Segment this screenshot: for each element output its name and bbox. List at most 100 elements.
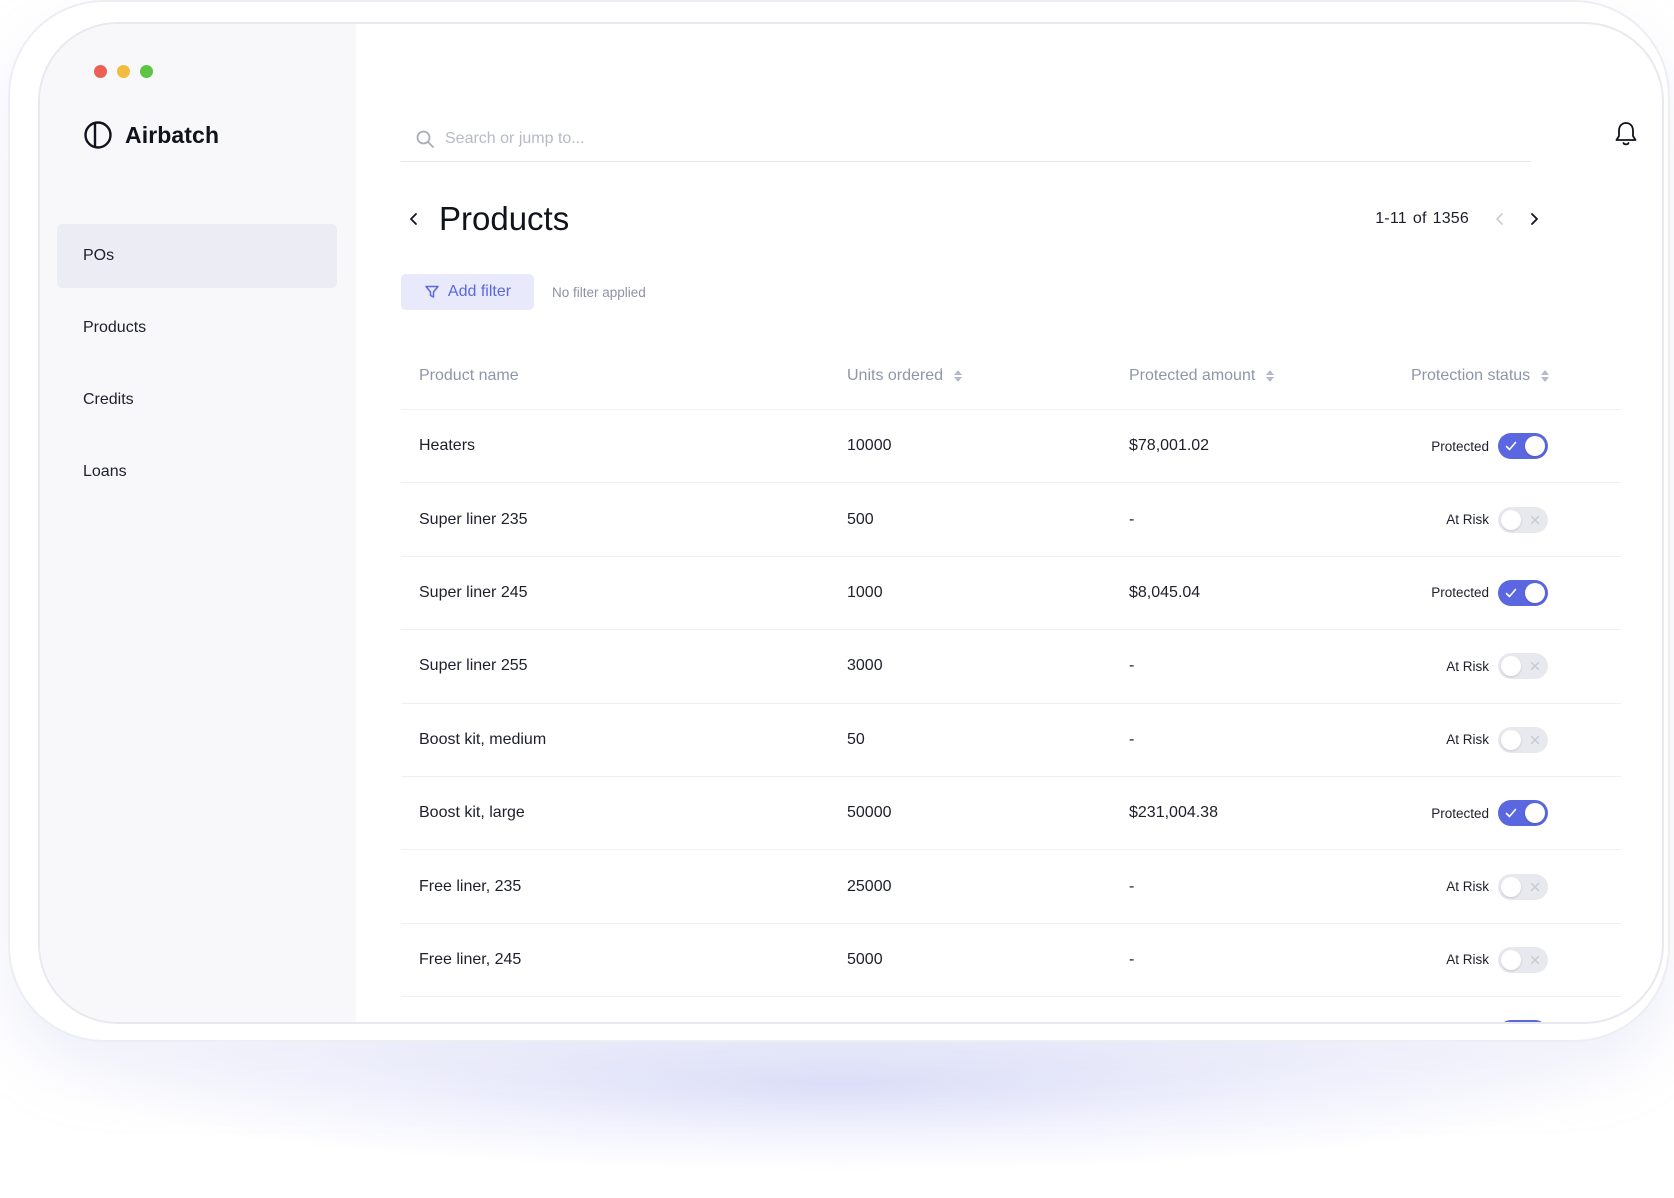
sidebar-item-credits[interactable]: Credits <box>83 391 134 408</box>
next-page-chevron-icon[interactable] <box>1527 212 1541 226</box>
table-row[interactable]: Free liner, 235 25000 - At Risk <box>401 850 1621 924</box>
table-header: Product name Units ordered Protected amo… <box>401 342 1621 410</box>
units-ordered-cell: 50 <box>847 730 865 748</box>
main-content: Products 1-11 of 1356 <box>356 24 1662 1022</box>
maximize-window-button[interactable] <box>140 65 153 78</box>
protected-amount-cell: $78,001.02 <box>1129 437 1210 455</box>
sidebar-item-pos[interactable]: POs <box>57 224 337 288</box>
product-name-cell: Boost kit, medium <box>419 730 547 748</box>
protected-amount-cell: - <box>1129 877 1135 895</box>
table-row[interactable]: Free liner, 245 5000 - At Risk <box>401 924 1621 998</box>
sort-icon <box>1541 369 1550 382</box>
status-label: At Risk <box>1446 732 1489 748</box>
search-input[interactable] <box>445 129 1345 148</box>
protection-toggle[interactable] <box>1498 946 1548 973</box>
filter-bar: Add filter No filter applied <box>401 274 646 310</box>
units-ordered-cell: 50000 <box>847 804 892 822</box>
protection-toggle[interactable] <box>1498 873 1548 900</box>
toggle-knob <box>1501 509 1521 530</box>
toggle-knob <box>1501 876 1521 897</box>
units-ordered-cell: 1000 <box>847 583 883 601</box>
table-row[interactable]: Boost kit, medium 50 - At Risk <box>401 704 1621 777</box>
close-icon <box>1530 662 1540 671</box>
window-controls <box>94 65 153 78</box>
protection-toggle[interactable] <box>1498 506 1548 533</box>
protection-toggle[interactable] <box>1498 726 1548 753</box>
protection-status-cell: Protected <box>1411 579 1621 606</box>
protection-toggle[interactable] <box>1498 653 1548 680</box>
add-filter-label: Add filter <box>447 283 512 300</box>
table-row[interactable]: Heaters 10000 $78,001.02 Protected <box>401 410 1621 484</box>
close-window-button[interactable] <box>94 65 107 78</box>
status-label: At Risk <box>1446 512 1489 528</box>
protected-amount-cell: - <box>1129 510 1135 528</box>
page-header: Products 1-11 of 1356 <box>401 196 1541 244</box>
sidebar-item-loans[interactable]: Loans <box>83 463 127 480</box>
previous-page-chevron-icon[interactable] <box>1493 212 1507 226</box>
toggle-knob <box>1501 949 1521 970</box>
status-label: Protected <box>1431 438 1489 454</box>
column-header-label: Protected amount <box>1129 366 1256 384</box>
protection-status-cell: At Risk <box>1411 873 1621 900</box>
table-row[interactable]: Boost kit, large 50000 $231,004.38 Protecte… <box>401 777 1621 851</box>
toggle-knob <box>1501 729 1521 750</box>
column-header-protected-amount[interactable]: Protected amount <box>1129 367 1411 385</box>
minimize-window-button[interactable] <box>117 65 130 78</box>
close-icon <box>1530 955 1540 965</box>
filter-funnel-icon <box>425 285 439 298</box>
close-icon <box>1530 515 1540 524</box>
toggle-knob <box>1525 803 1545 824</box>
column-header-label: Product name <box>419 366 519 384</box>
pagination-of-label: of <box>1412 210 1427 227</box>
check-icon <box>1505 441 1517 451</box>
column-header-product-name[interactable]: Product name <box>401 367 847 385</box>
filter-status-text: No filter applied <box>552 284 646 300</box>
search-icon <box>416 130 434 148</box>
bell-icon[interactable] <box>1613 120 1639 148</box>
app-window: Airbatch POs Products Credits Loans <box>38 22 1664 1024</box>
product-name-cell: Super liner 235 <box>419 510 528 528</box>
protection-status-cell: At Risk <box>1411 653 1621 680</box>
units-ordered-cell: 5000 <box>847 950 883 968</box>
sidebar-item-products[interactable]: Products <box>83 319 147 336</box>
table-row[interactable]: Super liner 255 3000 - At Risk <box>401 630 1621 704</box>
protection-status-cell: At Risk <box>1411 506 1621 533</box>
protection-toggle[interactable] <box>1498 433 1548 460</box>
protection-status-cell: Protected <box>1411 800 1621 827</box>
units-ordered-cell: 3000 <box>847 657 883 675</box>
protected-amount-cell: $231,004.38 <box>1129 804 1218 822</box>
brand-name: Airbatch <box>125 121 220 148</box>
product-name-cell: Super liner 245 <box>419 583 528 601</box>
table-row[interactable]: Free liner, 255120$1,405.68Protected <box>401 997 1621 1022</box>
search-bar <box>401 116 1531 162</box>
protection-status-cell: At Risk <box>1411 946 1621 973</box>
protection-status-cell: Protected <box>1411 433 1621 460</box>
table-row[interactable]: Super liner 235 500 - At Risk <box>401 483 1621 557</box>
protection-status-cell: Protected <box>1411 1020 1621 1022</box>
add-filter-button[interactable]: Add filter <box>401 274 534 310</box>
column-header-protection-status[interactable]: Protection status <box>1411 367 1621 385</box>
column-header-label: Units ordered <box>847 366 944 384</box>
protection-toggle[interactable] <box>1498 579 1548 606</box>
chevron-left-icon[interactable] <box>407 212 421 226</box>
protected-amount-cell: - <box>1129 730 1135 748</box>
product-name-cell: Free liner, 245 <box>419 950 522 968</box>
sort-icon <box>954 369 963 382</box>
half-circle-logo-icon <box>84 121 112 149</box>
protection-toggle[interactable] <box>1498 800 1548 827</box>
toggle-knob <box>1501 656 1521 677</box>
check-icon <box>1505 588 1517 598</box>
sidebar: Airbatch POs Products Credits Loans <box>40 24 356 1022</box>
column-header-units-ordered[interactable]: Units ordered <box>847 367 1129 385</box>
table-row[interactable]: Super liner 245 1000 $8,045.04 Protected <box>401 557 1621 631</box>
page-title: Products <box>439 200 570 237</box>
brand[interactable]: Airbatch <box>83 120 219 150</box>
sidebar-nav: POs Products Credits Loans <box>57 224 337 512</box>
close-icon <box>1530 882 1540 891</box>
units-ordered-cell: 500 <box>847 510 874 528</box>
product-name-cell: Heaters <box>419 437 476 455</box>
status-label: At Risk <box>1446 658 1489 674</box>
pagination-total: 1356 <box>1432 210 1469 227</box>
protection-toggle[interactable] <box>1498 1020 1548 1022</box>
protected-amount-cell: $8,045.04 <box>1129 583 1201 601</box>
